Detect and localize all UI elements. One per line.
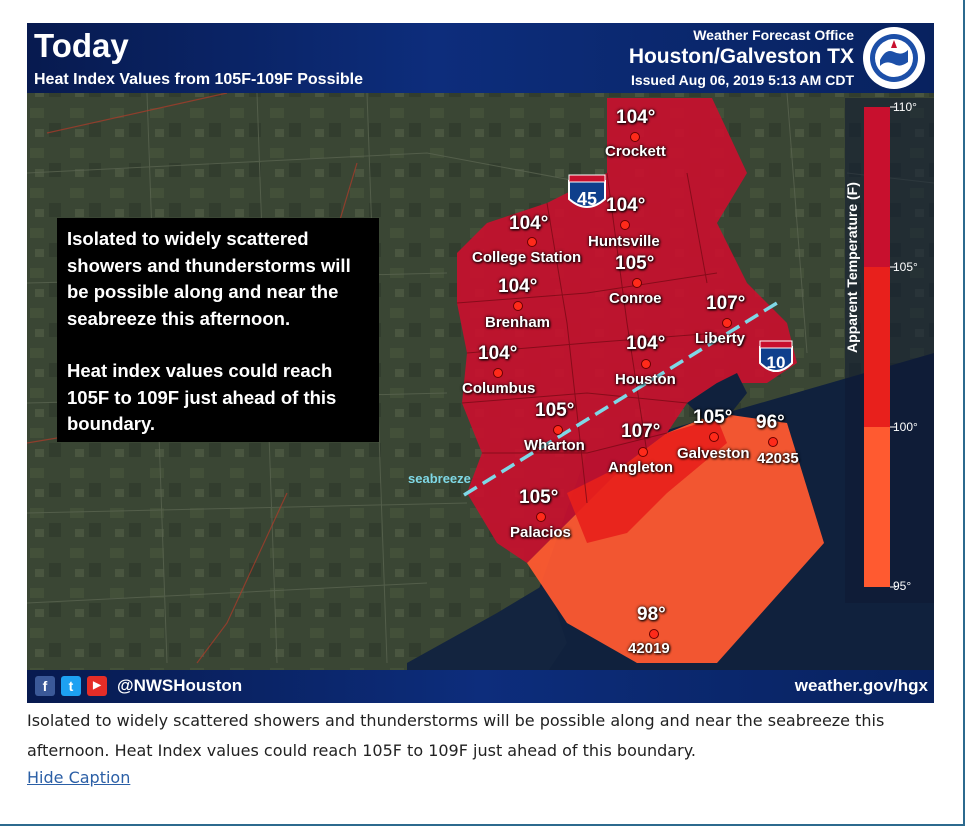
location-marker [632,278,642,288]
forecast-graphic: 45 10 Today Heat Index Values from 105F-… [27,23,934,703]
location-marker [620,220,630,230]
location-value: 107° [706,293,746,314]
legend-tick-label: 100° [893,420,918,434]
location-marker [641,359,651,369]
seabreeze-boundary [463,301,778,497]
legend-band-110-105 [864,107,890,267]
location-marker [638,447,648,457]
legend-tick-label: 95° [893,579,912,593]
interstate-45-number: 45 [577,189,597,209]
location-name: Liberty [695,330,746,347]
location-name: Palacios [510,524,571,541]
location-marker [630,132,640,142]
location-value: 104° [478,343,518,364]
issued-time: Issued Aug 06, 2019 5:13 AM CDT [630,72,854,88]
location-name: Brenham [485,314,551,331]
image-caption: Isolated to widely scattered showers and… [27,711,885,760]
graphic-footer: f t ▶ @NWSHouston weather.gov/hgx [27,670,934,703]
location-marker [527,237,537,247]
location-name: 42019 [628,640,670,657]
location-value: 105° [519,487,559,508]
location-marker [722,318,732,328]
location-name: Columbus [462,380,536,397]
location-name: Wharton [524,437,585,454]
location-value: 105° [615,253,655,274]
nws-logo-icon [863,27,925,89]
graphic-title: Today [34,27,129,64]
location-marker [536,512,546,522]
graphic-subtitle: Heat Index Values from 105F-109F Possibl… [34,71,364,88]
location-marker [513,301,523,311]
location-name: College Station [472,249,582,266]
location-name: Huntsville [588,233,660,250]
location-name: Houston [615,371,676,388]
facebook-icon: f [35,676,55,696]
youtube-icon: ▶ [87,676,107,696]
location-marker [553,425,563,435]
seabreeze-label: seabreeze [408,471,471,486]
legend-band-100-95 [864,427,890,587]
location-value: 96° [756,412,785,433]
location-value: 104° [498,276,538,297]
location-name: 42035 [757,450,799,467]
legend-tick-marks [890,106,896,588]
location-value: 98° [637,604,666,625]
heat-index-mid-area [567,418,727,543]
social-handle: @NWSHouston [117,676,243,695]
location-name: Crockett [605,143,666,160]
twitter-icon: t [61,676,81,696]
interstate-10-shield [759,340,793,372]
location-value: 104° [606,195,646,216]
legend-axis-label: Apparent Temperature (F) [844,182,860,354]
forecast-callout: Isolated to widely scattered showers and… [57,218,379,442]
location-value: 105° [693,407,733,428]
interstate-10-number: 10 [767,353,786,372]
office-label: Weather Forecast Office [693,27,854,43]
location-value: 104° [509,213,549,234]
location-name: Angleton [608,459,673,476]
heat-index-100-area [527,413,824,663]
location-marker [649,629,659,639]
location-marker [709,432,719,442]
location-value: 104° [626,333,666,354]
region-county-lines [456,172,718,504]
legend-tick-label: 105° [893,260,918,274]
galveston-bay [687,373,747,423]
hide-caption-link[interactable]: Hide Caption [27,768,131,787]
location-value: 107° [621,421,661,442]
location-value: 105° [535,400,575,421]
legend-tick-label: 110° [893,100,917,114]
location-marker [493,368,503,378]
callout-paragraph: Isolated to widely scattered showers and… [67,228,351,329]
location-value: 104° [616,107,656,128]
legend-band-105-100 [864,267,890,427]
location-name: Galveston [677,445,750,462]
location-marker [768,437,778,447]
graphic-header: Today Heat Index Values from 105F-109F P… [27,23,934,93]
location-name: Conroe [609,290,662,307]
callout-paragraph: Heat index values could reach 105F to 10… [67,360,337,434]
interstate-45-shield [568,174,606,208]
office-name: Houston/Galveston TX [628,45,854,68]
office-website: weather.gov/hgx [794,676,928,695]
